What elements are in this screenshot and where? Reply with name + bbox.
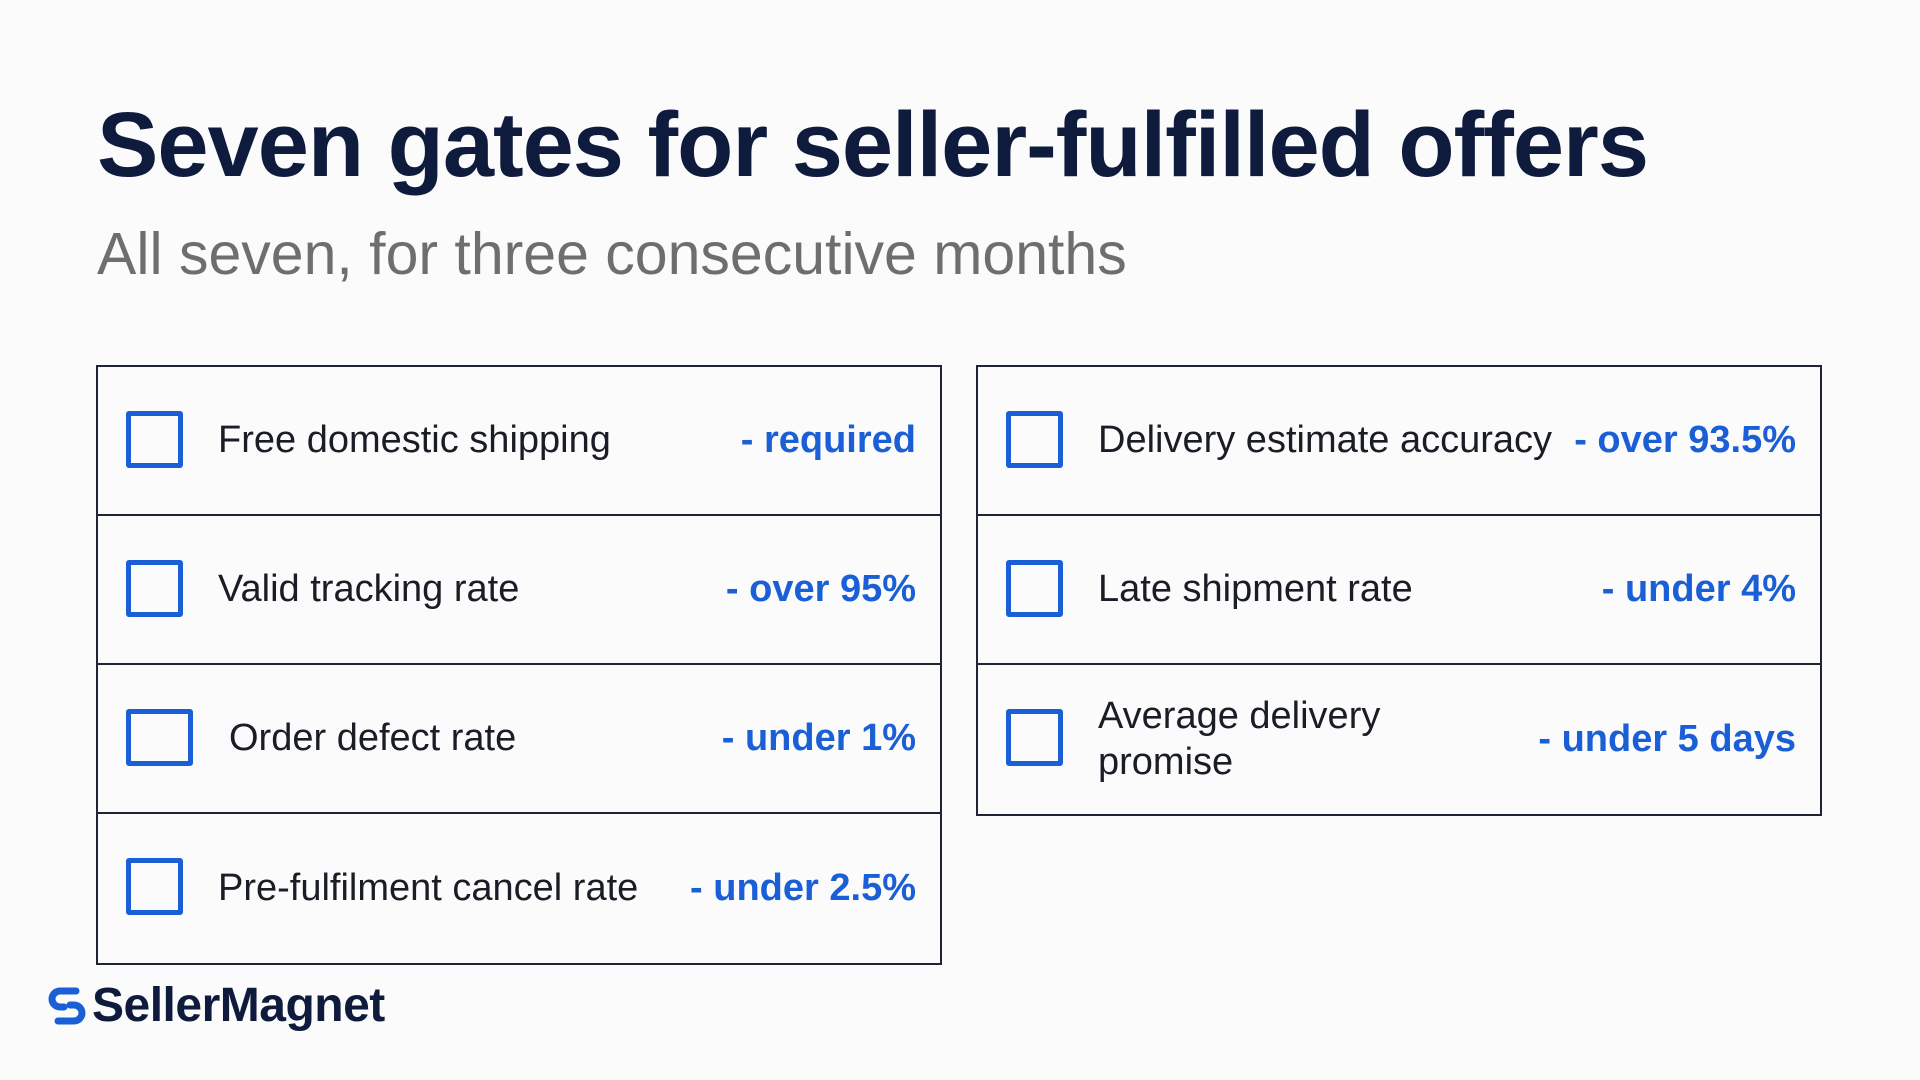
gate-threshold: - over 93.5%: [1574, 419, 1796, 461]
gate-row: Pre-fulfilment cancel rate - under 2.5%: [98, 814, 940, 963]
gate-row: Order defect rate - under 1%: [98, 665, 940, 814]
gate-label: Valid tracking rate: [218, 567, 520, 610]
gate-label: Average delivery promise: [1098, 694, 1381, 783]
gate-checkbox[interactable]: [1006, 560, 1063, 617]
gate-row: Valid tracking rate - over 95%: [98, 516, 940, 665]
gate-threshold: - under 4%: [1601, 568, 1796, 610]
gate-label: Delivery estimate accuracy: [1098, 418, 1553, 461]
gate-label: Order defect rate: [229, 716, 517, 759]
page-subtitle: All seven, for three consecutive months: [97, 221, 1127, 287]
gate-checkbox[interactable]: [126, 709, 193, 766]
gate-threshold: - over 95%: [725, 568, 916, 610]
gate-row: Free domestic shipping - required: [98, 367, 940, 516]
gate-checkbox[interactable]: [126, 411, 183, 468]
gates-panel-left: Free domestic shipping - required Valid …: [96, 365, 942, 965]
s-link-logo-icon: [48, 987, 86, 1024]
gate-label: Free domestic shipping: [218, 418, 611, 461]
brand-name: SellerMagnet: [92, 979, 385, 1032]
gates-panel-right: Delivery estimate accuracy - over 93.5% …: [976, 365, 1822, 816]
page-title: Seven gates for seller-fulfilled offers: [97, 94, 1649, 196]
gate-row: Late shipment rate - under 4%: [978, 516, 1820, 665]
gate-row: Delivery estimate accuracy - over 93.5%: [978, 367, 1820, 516]
gate-row: Average delivery promise - under 5 days: [978, 665, 1820, 814]
gate-threshold: - required: [740, 419, 916, 461]
gate-label: Pre-fulfilment cancel rate: [218, 866, 639, 909]
gate-checkbox[interactable]: [1006, 411, 1063, 468]
gate-checkbox[interactable]: [1006, 709, 1063, 766]
gate-label: Late shipment rate: [1098, 567, 1413, 610]
gate-threshold: - under 2.5%: [690, 867, 916, 909]
gate-checkbox[interactable]: [126, 560, 183, 617]
gate-threshold: - under 5 days: [1538, 718, 1796, 760]
brand-logo: SellerMagnet: [46, 978, 385, 1033]
gate-threshold: - under 1%: [721, 717, 916, 759]
gate-checkbox[interactable]: [126, 858, 183, 915]
